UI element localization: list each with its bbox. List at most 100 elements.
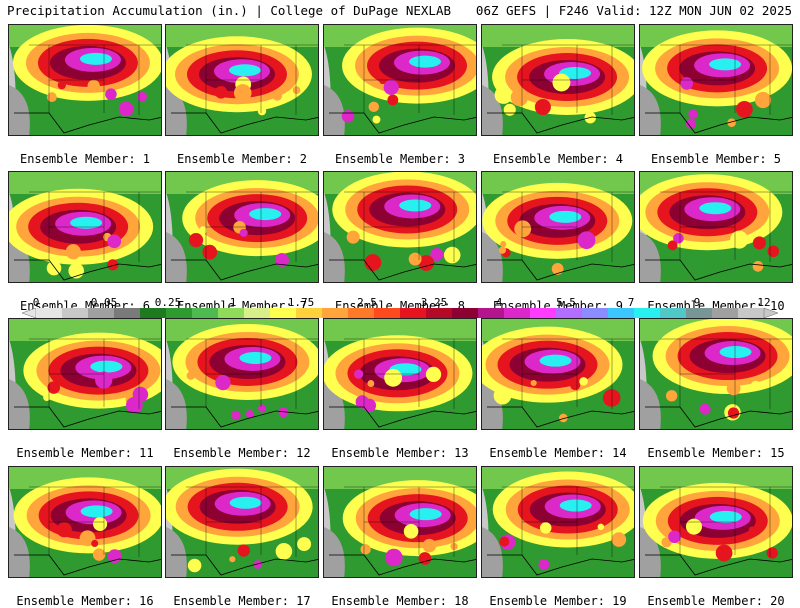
precip-map <box>640 319 792 429</box>
colorbar-tick-label: 4 <box>495 296 503 309</box>
colorbar-swatch <box>556 308 583 318</box>
colorbar-swatch <box>634 308 661 318</box>
colorbar-swatch <box>452 308 479 318</box>
ensemble-map-panel <box>165 318 319 430</box>
precip-map <box>324 172 476 282</box>
precip-map <box>640 172 792 282</box>
colorbar-strip <box>21 308 779 318</box>
colorbar-swatch <box>660 308 687 318</box>
panel-label: Ensemble Member: 14 <box>489 446 627 460</box>
precip-map <box>166 172 318 282</box>
ensemble-map-panel <box>323 24 477 136</box>
panel-label: Ensemble Member: 13 <box>331 446 469 460</box>
page-title: Precipitation Accumulation (in.) | Colle… <box>7 3 452 18</box>
precip-map <box>9 319 161 429</box>
colorbar-tick-label: 3.25 <box>420 296 448 309</box>
ensemble-map-panel <box>8 171 162 283</box>
colorbar-swatch <box>166 308 193 318</box>
colorbar-swatch <box>322 308 349 318</box>
ensemble-map-panel <box>165 171 319 283</box>
precip-map <box>324 25 476 135</box>
panel-label: Ensemble Member: 15 <box>647 446 785 460</box>
precip-map <box>166 319 318 429</box>
colorbar-tick-label: 5.5 <box>556 296 576 309</box>
precip-map <box>9 172 161 282</box>
colorbar-tick-label: 1.75 <box>287 296 315 309</box>
colorbar-swatch <box>62 308 89 318</box>
precip-map <box>482 319 634 429</box>
ensemble-map-panel <box>165 466 319 578</box>
colorbar-swatch <box>270 308 297 318</box>
colorbar-swatch <box>140 308 167 318</box>
colorbar-tick-label: 0.25 <box>154 296 182 309</box>
colorbar-swatch <box>244 308 271 318</box>
colorbar-swatch <box>192 308 219 318</box>
colorbar-swatch <box>374 308 401 318</box>
ensemble-map-panel <box>639 171 793 283</box>
ensemble-map-panel <box>481 318 635 430</box>
ensemble-map-panel <box>639 24 793 136</box>
precip-map <box>640 467 792 577</box>
colorbar-max-arrow <box>763 308 779 318</box>
colorbar-swatch <box>608 308 635 318</box>
precip-map <box>324 319 476 429</box>
precip-map <box>640 25 792 135</box>
panel-label: Ensemble Member: 19 <box>489 594 627 608</box>
colorbar-swatch <box>348 308 375 318</box>
panel-label: Ensemble Member: 18 <box>331 594 469 608</box>
colorbar-tick-label: 1 <box>229 296 237 309</box>
precip-map <box>166 25 318 135</box>
precip-map <box>482 172 634 282</box>
precip-map <box>9 25 161 135</box>
colorbar-min-arrow <box>21 308 37 318</box>
precip-map <box>482 467 634 577</box>
ensemble-map-panel <box>8 318 162 430</box>
colorbar-tick-label: 12 <box>757 296 771 309</box>
precip-map <box>166 467 318 577</box>
colorbar-swatch <box>88 308 115 318</box>
colorbar-swatch <box>114 308 141 318</box>
panel-label: Ensemble Member: 16 <box>16 594 154 608</box>
colorbar-swatch <box>426 308 453 318</box>
ensemble-map-panel <box>639 466 793 578</box>
panel-label: Ensemble Member: 4 <box>492 152 624 166</box>
ensemble-map-panel <box>481 171 635 283</box>
ensemble-map-panel <box>323 318 477 430</box>
colorbar-tick-label: 9 <box>693 296 701 309</box>
ensemble-map-panel <box>481 466 635 578</box>
colorbar-legend: 0 0.05 0.25 1 1.75 2.5 3.25 4 5.5 7 9 12 <box>0 296 800 318</box>
colorbar-tick-label: 0.05 <box>90 296 118 309</box>
precip-map <box>324 467 476 577</box>
colorbar-swatch <box>296 308 323 318</box>
ensemble-map-panel <box>323 171 477 283</box>
panel-label: Ensemble Member: 12 <box>173 446 311 460</box>
colorbar-swatch <box>530 308 557 318</box>
panel-label: Ensemble Member: 20 <box>647 594 785 608</box>
colorbar-swatch <box>712 308 739 318</box>
panel-label: Ensemble Member: 2 <box>176 152 308 166</box>
ensemble-map-panel <box>323 466 477 578</box>
colorbar-tick-label: 0 <box>32 296 40 309</box>
ensemble-map-panel <box>165 24 319 136</box>
colorbar-swatch <box>686 308 713 318</box>
panel-label: Ensemble Member: 5 <box>650 152 782 166</box>
colorbar-swatch <box>218 308 245 318</box>
precip-map <box>482 25 634 135</box>
precip-map <box>9 467 161 577</box>
colorbar-tick-label: 2.5 <box>357 296 377 309</box>
colorbar-swatch <box>504 308 531 318</box>
panel-label: Ensemble Member: 3 <box>334 152 466 166</box>
panel-label: Ensemble Member: 1 <box>19 152 151 166</box>
colorbar-tick-label: 7 <box>627 296 635 309</box>
ensemble-map-panel <box>481 24 635 136</box>
colorbar-swatch <box>478 308 505 318</box>
colorbar-swatch <box>400 308 427 318</box>
ensemble-map-panel <box>639 318 793 430</box>
run-info: 06Z GEFS | F246 Valid: 12Z MON JUN 02 20… <box>475 3 792 18</box>
ensemble-map-panel <box>8 24 162 136</box>
ensemble-map-panel <box>8 466 162 578</box>
panel-label: Ensemble Member: 17 <box>173 594 311 608</box>
panel-label: Ensemble Member: 11 <box>16 446 154 460</box>
colorbar-swatch <box>738 308 765 318</box>
colorbar-swatch <box>36 308 63 318</box>
